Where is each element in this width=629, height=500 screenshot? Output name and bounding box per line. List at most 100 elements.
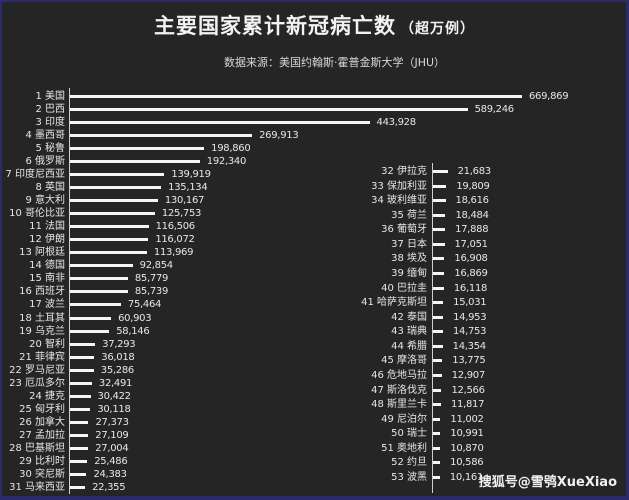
data-bar bbox=[70, 381, 92, 385]
bar-row: 39 缅甸 16,869 bbox=[0, 267, 629, 280]
bar-row: 42 泰国 14,953 bbox=[0, 311, 629, 324]
data-bar bbox=[433, 461, 441, 465]
bar-row: 21 菲律宾 36,018 bbox=[0, 351, 629, 364]
category-label: 48 斯里兰卡 bbox=[371, 399, 427, 411]
data-bar bbox=[70, 433, 89, 437]
bar-row: 4 墨西哥 269,913 bbox=[0, 129, 629, 142]
bar-row: 18 土耳其 60,903 bbox=[0, 312, 629, 325]
category-label: 29 比利时 bbox=[19, 455, 65, 467]
value-label: 13,775 bbox=[452, 355, 486, 367]
data-bar bbox=[433, 344, 443, 348]
bar-row: 34 玻利维亚 18,616 bbox=[0, 194, 629, 207]
category-label: 22 罗马尼亚 bbox=[9, 364, 65, 376]
bar-row: 7 印度尼西亚 139,919 bbox=[0, 168, 629, 181]
value-label: 198,860 bbox=[211, 143, 251, 155]
data-bar bbox=[70, 342, 96, 346]
value-label: 10,870 bbox=[450, 442, 484, 454]
bar-row: 17 波兰 75,464 bbox=[0, 298, 629, 311]
value-label: 192,340 bbox=[206, 156, 247, 168]
value-label: 135,134 bbox=[168, 182, 208, 194]
category-label: 14 德国 bbox=[29, 260, 65, 272]
value-label: 92,854 bbox=[139, 260, 174, 272]
value-label: 125,753 bbox=[161, 208, 202, 220]
data-bar bbox=[70, 303, 121, 307]
value-label: 12,907 bbox=[451, 369, 486, 381]
bar-row: 48 斯里兰卡 11,817 bbox=[0, 398, 629, 411]
category-label: 46 危地马拉 bbox=[371, 369, 427, 381]
data-bar bbox=[433, 315, 444, 319]
chart-subtitle: 数据来源：美国约翰斯·霍普金斯大学（JHU） bbox=[223, 56, 446, 69]
value-label: 14,753 bbox=[452, 326, 487, 338]
data-bar bbox=[70, 251, 147, 255]
data-bar bbox=[70, 238, 149, 242]
category-label: 2 巴西 bbox=[35, 104, 65, 116]
data-bar bbox=[70, 316, 112, 320]
data-bar bbox=[433, 213, 446, 217]
value-label: 22,355 bbox=[92, 481, 126, 493]
category-label: 1 美国 bbox=[35, 91, 65, 102]
category-label: 47 斯洛伐克 bbox=[371, 384, 427, 396]
data-bar bbox=[433, 373, 442, 377]
data-bar bbox=[70, 199, 158, 203]
data-bar bbox=[433, 475, 440, 479]
data-bar bbox=[70, 355, 95, 359]
bar-row: 25 匈牙利 30,118 bbox=[0, 403, 629, 416]
data-bar bbox=[70, 147, 205, 151]
value-label: 18,484 bbox=[455, 209, 489, 221]
data-bar bbox=[433, 184, 447, 188]
title-text: 主要国家累计新冠病亡数 bbox=[154, 14, 396, 38]
bar-row: 9 意大利 130,167 bbox=[0, 194, 629, 207]
category-label: 21 菲律宾 bbox=[19, 351, 65, 363]
data-bar bbox=[70, 446, 89, 450]
bar-row: 41 哈萨克斯坦 15,031 bbox=[0, 296, 629, 309]
bar-row: 31 马来西亚 22,355 bbox=[0, 481, 629, 494]
bar-row: 49 尼泊尔 11,002 bbox=[0, 413, 629, 426]
bar-row: 26 加拿大 27,373 bbox=[0, 416, 629, 429]
bar-row: 50 瑞士 10,991 bbox=[0, 427, 629, 440]
bar-row: 23 厄瓜多尔 32,491 bbox=[0, 377, 629, 390]
value-label: 130,167 bbox=[164, 195, 205, 207]
value-label: 14,953 bbox=[453, 311, 487, 323]
data-bar bbox=[433, 330, 443, 334]
bar-row: 37 日本 17,051 bbox=[0, 238, 629, 251]
category-label: 36 葡萄牙 bbox=[381, 224, 427, 236]
value-label: 116,072 bbox=[155, 234, 195, 246]
category-label: 33 保加利亚 bbox=[371, 180, 427, 192]
category-label: 12 伊朗 bbox=[29, 234, 65, 246]
bar-row: 35 荷兰 18,484 bbox=[0, 209, 629, 222]
category-label: 38 埃及 bbox=[391, 253, 427, 265]
bar-row: 19 乌克兰 58,146 bbox=[0, 325, 629, 338]
bar-row: 43 瑞典 14,753 bbox=[0, 325, 629, 338]
category-label: 39 缅甸 bbox=[391, 267, 427, 279]
bar-row: 12 伊朗 116,072 bbox=[0, 233, 629, 246]
bar-row: 3 印度 443,928 bbox=[0, 116, 629, 129]
data-bar bbox=[70, 420, 89, 424]
value-label: 19,809 bbox=[456, 180, 490, 192]
category-label: 31 马来西亚 bbox=[9, 481, 65, 493]
value-label: 443,928 bbox=[376, 117, 417, 129]
category-label: 27 孟加拉 bbox=[19, 429, 65, 441]
bar-row: 11 法国 116,506 bbox=[0, 220, 629, 233]
data-bar bbox=[70, 472, 87, 476]
category-label: 15 南非 bbox=[29, 273, 65, 285]
category-label: 44 希腊 bbox=[391, 340, 427, 352]
bar-row: 40 巴拉圭 16,118 bbox=[0, 282, 629, 295]
bar-row: 52 约旦 10,586 bbox=[0, 456, 629, 469]
bar-row: 15 南非 85,779 bbox=[0, 272, 629, 285]
data-bar bbox=[70, 186, 162, 190]
category-label: 23 厄瓜多尔 bbox=[9, 377, 65, 389]
bar-row: 24 捷克 30,422 bbox=[0, 390, 629, 403]
value-label: 35,286 bbox=[100, 364, 135, 376]
bar-row: 30 突尼斯 24,383 bbox=[0, 468, 629, 481]
data-bar bbox=[70, 394, 91, 398]
data-bar bbox=[433, 271, 445, 275]
data-bar bbox=[70, 134, 253, 138]
bar-row: 27 孟加拉 27,109 bbox=[0, 429, 629, 442]
category-label: 42 泰国 bbox=[391, 311, 427, 323]
bar-row: 16 西班牙 85,739 bbox=[0, 285, 629, 298]
category-label: 16 西班牙 bbox=[19, 286, 65, 298]
value-label: 30,118 bbox=[97, 403, 131, 415]
bar-row: 33 保加利亚 19,809 bbox=[0, 180, 629, 193]
bar-row: 2 巴西 589,246 bbox=[0, 103, 629, 116]
bar-row: 38 埃及 16,908 bbox=[0, 252, 629, 265]
